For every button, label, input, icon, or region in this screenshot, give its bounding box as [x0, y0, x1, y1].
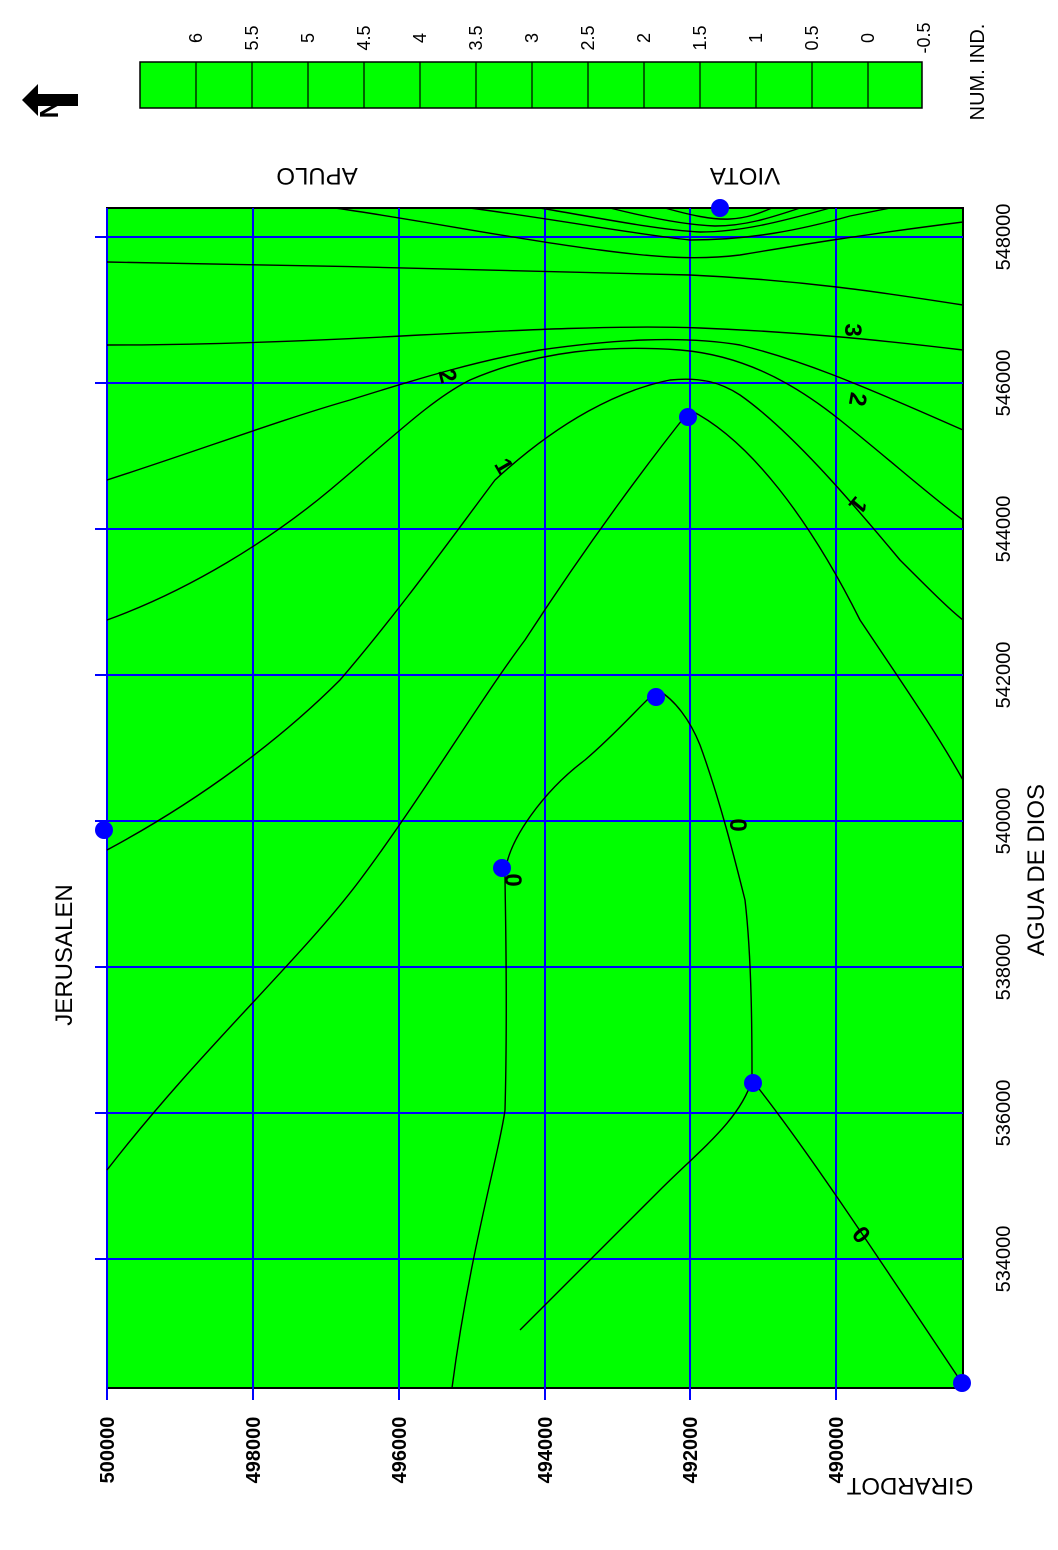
legend-level: 6: [186, 33, 206, 43]
x-tick-label: 540000: [993, 788, 1015, 855]
contour-line-1.5: [106, 347, 964, 621]
contour-line-4.5: [539, 207, 831, 233]
contour-line-5: [609, 207, 801, 227]
contour-line-0-left: [451, 689, 753, 1389]
contour-line-3: [106, 261, 964, 306]
y-tick-label: 498000: [243, 1417, 265, 1484]
legend-level: 1.5: [690, 25, 710, 50]
contour-line-0-lower: [751, 1079, 961, 1381]
contour-line-2: [106, 338, 964, 481]
contour-line-0.5: [106, 409, 964, 1171]
x-tick-label: 544000: [993, 496, 1015, 563]
legend-level: -0.5: [914, 22, 934, 53]
legend-level: 3.5: [466, 25, 486, 50]
legend-level: 2: [634, 33, 654, 43]
grid: [95, 208, 963, 1400]
x-tick-label: 548000: [993, 204, 1015, 271]
contour-label: 0: [499, 873, 526, 886]
legend-level: 1: [746, 33, 766, 43]
contour-line-3.5: [334, 207, 964, 259]
x-axis-ticks: 534000 536000 538000 540000 542000 54400…: [993, 204, 1015, 1293]
x-tick-label: 534000: [993, 1226, 1015, 1293]
station-point: [679, 408, 697, 426]
place-viota: VIOTA: [710, 162, 780, 189]
legend-level: 0.5: [802, 25, 822, 50]
station-point: [711, 199, 729, 217]
plot-area: [106, 207, 964, 1389]
north-arrow-label: N: [34, 100, 64, 119]
y-axis-ticks: 500000 498000 496000 494000 492000 49000…: [97, 1417, 848, 1484]
legend-level: 0: [858, 33, 878, 43]
legend-level: 5.5: [242, 25, 262, 50]
legend-level: 3: [522, 33, 542, 43]
legend-level: 2.5: [578, 25, 598, 50]
place-agua-de-dios: AGUA DE DIOS: [1023, 784, 1050, 956]
y-tick-label: 490000: [826, 1417, 848, 1484]
x-tick-label: 536000: [993, 1080, 1015, 1147]
place-jerusalen: JERUSALEN: [51, 884, 78, 1025]
legend: 6 5.5 5 4.5 4 3.5 3 2.5 2 1.5 1 0.5 0 -0…: [139, 22, 989, 121]
y-tick-label: 494000: [535, 1417, 557, 1484]
contour-label: 0: [724, 818, 751, 831]
x-tick-label: 542000: [993, 642, 1015, 709]
contour-lines: [106, 207, 964, 1389]
stations: [95, 199, 971, 1392]
station-point: [953, 1374, 971, 1392]
station-point: [493, 859, 511, 877]
y-tick-label: 496000: [389, 1417, 411, 1484]
contour-label: 2: [843, 390, 872, 408]
y-tick-label: 500000: [97, 1417, 119, 1484]
y-tick-label: 492000: [680, 1417, 702, 1484]
legend-level: 4: [410, 33, 430, 43]
place-girardot: GIRARDOT: [846, 1472, 973, 1499]
legend-level: 4.5: [354, 25, 374, 50]
station-point: [95, 821, 113, 839]
contour-line-1: [106, 378, 964, 851]
contour-line-2.5: [106, 326, 964, 351]
contour-line-5.5: [664, 207, 773, 220]
x-tick-label: 538000: [993, 934, 1015, 1001]
legend-level: 5: [298, 33, 318, 43]
station-point: [744, 1074, 762, 1092]
legend-title: NUM. IND.: [967, 24, 989, 121]
contour-label: 3: [839, 323, 866, 336]
station-point: [647, 688, 665, 706]
contour-line-4: [469, 207, 891, 241]
legend-bar: [139, 61, 923, 109]
x-tick-label: 546000: [993, 350, 1015, 417]
north-arrow-icon: N: [22, 84, 78, 118]
place-apulo: APULO: [276, 162, 357, 189]
